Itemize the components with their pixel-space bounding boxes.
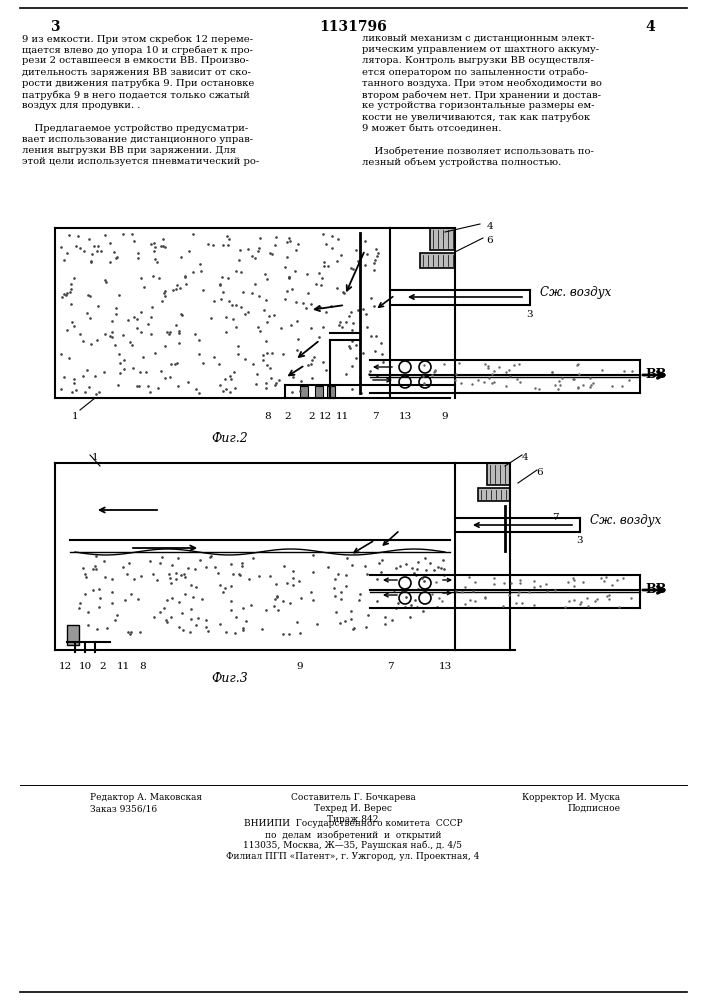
- Text: 7: 7: [387, 662, 393, 671]
- Bar: [300, 386, 308, 398]
- Text: 12: 12: [59, 662, 71, 671]
- Text: 7: 7: [551, 513, 559, 522]
- Bar: [67, 625, 79, 645]
- Text: 4: 4: [645, 20, 655, 34]
- Text: 2: 2: [309, 412, 315, 421]
- Text: вает использование дистанционного управ-: вает использование дистанционного управ-: [22, 135, 253, 144]
- Text: 113035, Москва, Ж—35, Раушская наб., д. 4/5: 113035, Москва, Ж—35, Раушская наб., д. …: [243, 841, 462, 850]
- Text: Сж. воздух: Сж. воздух: [590, 514, 661, 527]
- Text: Заказ 9356/16: Заказ 9356/16: [90, 804, 157, 813]
- Text: ВВ: ВВ: [645, 583, 666, 596]
- Text: 1: 1: [71, 412, 78, 421]
- Text: Изобретение позволяет использовать по-: Изобретение позволяет использовать по-: [362, 146, 594, 155]
- Text: Филиал ПГП «Патент», г. Ужгород, ул. Проектная, 4: Филиал ПГП «Патент», г. Ужгород, ул. Про…: [226, 852, 479, 861]
- Text: 3: 3: [50, 20, 60, 34]
- Text: 12: 12: [318, 412, 332, 421]
- Text: Фиг.2: Фиг.2: [211, 432, 248, 445]
- Text: щается влево до упора 10 и сгребает к про-: щается влево до упора 10 и сгребает к пр…: [22, 45, 253, 55]
- Text: 8: 8: [264, 412, 271, 421]
- Text: Предлагаемое устройство предусматри-: Предлагаемое устройство предусматри-: [22, 124, 248, 133]
- Text: этой цели используется пневматический ро-: этой цели используется пневматический ро…: [22, 157, 259, 166]
- Text: 13: 13: [398, 412, 411, 421]
- Text: кости не увеличиваются, так как патрубок: кости не увеличиваются, так как патрубок: [362, 112, 590, 122]
- Text: 3: 3: [527, 310, 533, 319]
- Text: рическим управлением от шахтного аккуму-: рическим управлением от шахтного аккуму-: [362, 45, 599, 54]
- Text: 6: 6: [537, 468, 543, 477]
- Text: 9: 9: [442, 412, 448, 421]
- Text: 10: 10: [78, 662, 92, 671]
- Bar: [478, 488, 510, 501]
- Text: ВВ: ВВ: [645, 368, 666, 381]
- Text: 3: 3: [577, 536, 583, 545]
- Text: рези 2 оставшееся в емкости ВВ. Произво-: рези 2 оставшееся в емкости ВВ. Произво-: [22, 56, 249, 65]
- Text: ется оператором по запыленности отрабо-: ется оператором по запыленности отрабо-: [362, 68, 588, 77]
- Text: 7: 7: [372, 412, 378, 421]
- Text: втором рабочем нет. При хранении и достав-: втором рабочем нет. При хранении и доста…: [362, 90, 601, 100]
- Bar: [315, 386, 323, 398]
- Text: Подписное: Подписное: [567, 804, 620, 813]
- Text: Фиг.3: Фиг.3: [211, 672, 248, 685]
- Text: 13: 13: [438, 662, 452, 671]
- Text: 9 из емкости. При этом скребок 12 переме-: 9 из емкости. При этом скребок 12 переме…: [22, 34, 253, 43]
- Text: Редактор А. Маковская: Редактор А. Маковская: [90, 793, 202, 802]
- Text: 11: 11: [335, 412, 349, 421]
- Text: Техред И. Верес: Техред И. Верес: [314, 804, 392, 813]
- Text: 1131796: 1131796: [319, 20, 387, 34]
- Text: 11: 11: [117, 662, 129, 671]
- Text: ликовый механизм с дистанционным элект-: ликовый механизм с дистанционным элект-: [362, 34, 595, 43]
- Text: по  делам  изобретений  и  открытий: по делам изобретений и открытий: [264, 830, 441, 840]
- Text: дительность заряжения ВВ зависит от ско-: дительность заряжения ВВ зависит от ско-: [22, 68, 251, 77]
- Text: лятора. Контроль выгрузки ВВ осуществля-: лятора. Контроль выгрузки ВВ осуществля-: [362, 56, 594, 65]
- Text: 9: 9: [297, 662, 303, 671]
- Bar: [487, 463, 510, 485]
- Text: 2: 2: [100, 662, 106, 671]
- Text: 8: 8: [140, 662, 146, 671]
- Bar: [430, 228, 455, 250]
- Text: Тираж 842: Тираж 842: [327, 815, 379, 824]
- Text: 9 может быть отсоединен.: 9 может быть отсоединен.: [362, 124, 501, 133]
- Text: патрубка 9 в него подается только сжатый: патрубка 9 в него подается только сжатый: [22, 90, 250, 100]
- Text: 2: 2: [285, 412, 291, 421]
- Text: лезный объем устройства полностью.: лезный объем устройства полностью.: [362, 157, 561, 167]
- Text: ВНИИПИ  Государственного комитета  СССР: ВНИИПИ Государственного комитета СССР: [244, 819, 462, 828]
- Bar: [420, 253, 455, 268]
- Text: 6: 6: [486, 236, 493, 245]
- Text: Сж. воздух: Сж. воздух: [540, 286, 612, 299]
- Text: Корректор И. Муска: Корректор И. Муска: [522, 793, 620, 802]
- Text: танного воздуха. При этом необходимости во: танного воздуха. При этом необходимости …: [362, 79, 602, 88]
- Text: 4: 4: [522, 453, 528, 462]
- Bar: [327, 386, 335, 398]
- Text: ления выгрузки ВВ при заряжении. Для: ления выгрузки ВВ при заряжении. Для: [22, 146, 236, 155]
- Text: рости движения патрубка 9. При остановке: рости движения патрубка 9. При остановке: [22, 79, 255, 88]
- Text: воздух для продувки. .: воздух для продувки. .: [22, 101, 141, 110]
- Text: ке устройства горизонтальные размеры ем-: ке устройства горизонтальные размеры ем-: [362, 101, 595, 110]
- Text: 1: 1: [92, 453, 98, 462]
- Text: 4: 4: [486, 222, 493, 231]
- Text: Составитель Г. Бочкарева: Составитель Г. Бочкарева: [291, 793, 416, 802]
